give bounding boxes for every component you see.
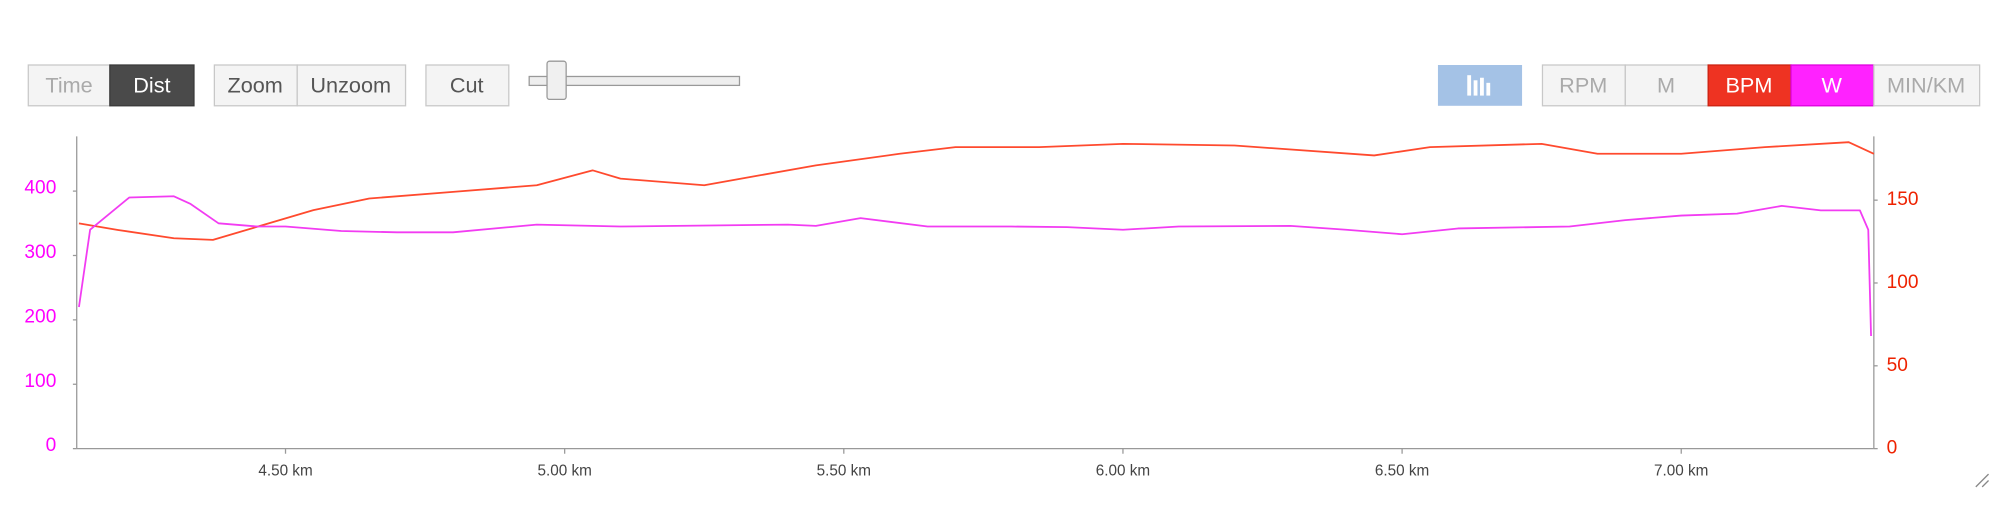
button-label: Unzoom [310, 72, 391, 97]
chart: 4.50 km 5.00 km 5.50 km 6.00 km 6.50 km 7.00 … [24, 136, 1919, 480]
button-label: Dist [133, 72, 170, 97]
button-label: W [1822, 72, 1843, 97]
series-line [78, 141, 1875, 241]
x-tick-label: 5.50 km [817, 463, 871, 480]
slider[interactable] [528, 60, 741, 101]
slider-thumb[interactable] [546, 60, 567, 101]
button-label: Cut [450, 72, 484, 97]
y2-tick-label: 0 [1887, 438, 1898, 459]
button-bg [1873, 64, 1981, 107]
y-tick-label: 300 [24, 242, 56, 263]
button-bg [425, 64, 510, 107]
rpm-button[interactable]: RPM [1541, 64, 1626, 107]
button-label: Zoom [227, 72, 282, 97]
cut-button[interactable]: Cut [425, 64, 510, 107]
button-label: BPM [1725, 72, 1772, 97]
bpm-button[interactable]: BPM [1707, 64, 1792, 107]
button-label: RPM [1559, 72, 1607, 97]
y-tick-label: 200 [24, 306, 56, 327]
m-button[interactable]: M [1624, 64, 1709, 107]
y-tick-label: 100 [24, 371, 56, 392]
button-bg [27, 64, 111, 107]
button-bg [1541, 64, 1626, 107]
button-bg [213, 64, 298, 107]
y-tick-label: 400 [24, 178, 56, 199]
slider-track [528, 75, 741, 87]
y2-tick-label: 50 [1887, 355, 1908, 376]
button-bg [1790, 64, 1875, 107]
button-bg [296, 64, 407, 107]
button-label: MIN/KM [1887, 72, 1965, 97]
button-bg [1624, 64, 1709, 107]
y2-tick-label: 150 [1887, 189, 1919, 210]
bar-icon [1467, 75, 1491, 96]
y2-tick-label: 100 [1887, 272, 1919, 293]
x-tick-label: 5.00 km [537, 463, 591, 480]
x-tick-label: 6.00 km [1096, 463, 1150, 480]
w-button[interactable]: W [1790, 64, 1875, 107]
min-km-button[interactable]: MIN/KM [1873, 64, 1981, 107]
button-bg [109, 64, 195, 107]
x-tick-label: 7.00 km [1654, 463, 1708, 480]
zoom-button[interactable]: Zoom [213, 64, 298, 107]
button-label: M [1657, 72, 1675, 97]
y-tick-label: 0 [46, 435, 57, 456]
button-bg [1707, 64, 1792, 107]
resize-handle [1975, 473, 1990, 488]
dist-button[interactable]: Dist [109, 64, 195, 107]
time-button[interactable]: Time [27, 64, 111, 107]
chart-toggle-button[interactable] [1437, 65, 1523, 106]
x-tick-label: 6.50 km [1375, 463, 1429, 480]
unzoom-button[interactable]: Unzoom [296, 64, 407, 107]
x-tick-label: 4.50 km [258, 463, 312, 480]
series-line [78, 195, 1872, 336]
button-label: Time [45, 72, 92, 97]
